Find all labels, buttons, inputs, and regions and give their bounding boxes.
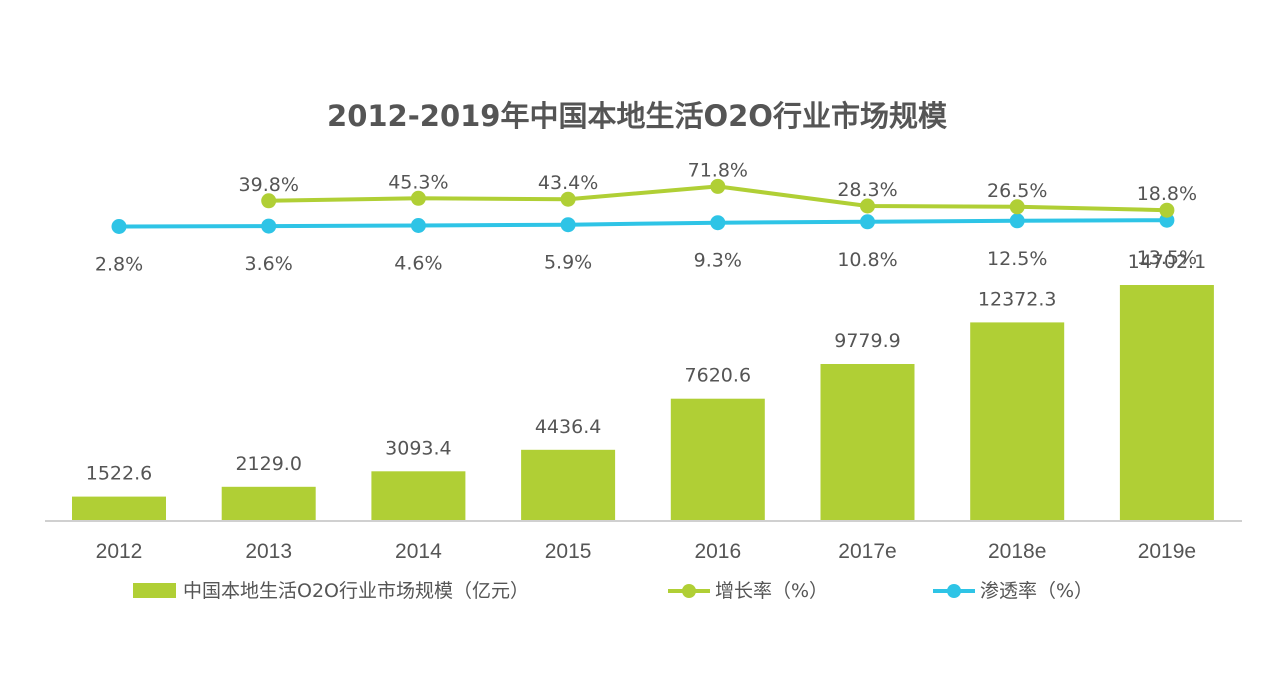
x-tick-label-2018e: 2018e <box>988 540 1046 563</box>
growth-label-2017e: 28.3% <box>837 179 897 201</box>
penetration-point-2012 <box>111 219 127 234</box>
bar-value-label-2015: 4436.4 <box>535 416 601 438</box>
growth-point-2017e <box>860 198 875 214</box>
penetration-point-2016 <box>710 215 726 231</box>
x-tick-label-2017e: 2017e <box>838 540 896 563</box>
penetration-label-2015: 5.9% <box>544 252 592 274</box>
legend-item-market-size: 中国本地生活O2O行业市场规模（亿元） <box>133 580 529 602</box>
penetration-point-2015 <box>560 217 576 233</box>
legend-label-growth: 增长率（%） <box>715 580 828 602</box>
bar-2012 <box>72 496 166 521</box>
growth-point-2016 <box>710 178 726 194</box>
growth-point-2019e <box>1159 202 1175 218</box>
bar-2013 <box>221 486 316 521</box>
bar-2019e <box>1119 285 1214 521</box>
legend-label-market-size: 中国本地生活O2O行业市场规模（亿元） <box>183 580 529 602</box>
growth-label-2013: 39.8% <box>239 174 299 196</box>
bar-value-label-2014: 3093.4 <box>385 437 451 459</box>
legend-item-penetration: 渗透率（%） <box>933 580 1093 602</box>
penetration-label-2019e: 13.5% <box>1137 247 1197 269</box>
x-tick-label-2015: 2015 <box>545 540 592 563</box>
bar-2016 <box>670 398 765 521</box>
legend: 中国本地生活O2O行业市场规模（亿元） 增长率（%） 渗透率（%） <box>133 580 1093 602</box>
legend-marker-penetration <box>947 584 961 598</box>
penetration-label-2016: 9.3% <box>694 250 742 272</box>
growth-label-2014: 45.3% <box>388 171 448 193</box>
bar-2014 <box>371 471 466 521</box>
penetration-point-2017e <box>860 214 875 230</box>
bar-2017e <box>820 364 915 521</box>
x-tick-label-2014: 2014 <box>395 540 442 563</box>
chart-title: 2012-2019年中国本地生活O2O行业市场规模 <box>327 99 948 133</box>
bar-value-label-2018e: 12372.3 <box>978 288 1057 310</box>
penetration-point-2014 <box>410 218 426 233</box>
growth-point-2014 <box>410 190 426 206</box>
x-tick-label-2019e: 2019e <box>1138 540 1196 563</box>
x-tick-label-2013: 2013 <box>245 540 292 563</box>
growth-point-2018e <box>1009 199 1025 215</box>
penetration-point-2013 <box>261 218 277 234</box>
legend-item-growth: 增长率（%） <box>668 580 828 602</box>
x-tick-label-2012: 2012 <box>96 540 143 563</box>
penetration-label-2012: 2.8% <box>95 254 143 276</box>
bar-value-label-2012: 1522.6 <box>86 463 152 485</box>
penetration-label-2013: 3.6% <box>245 253 293 275</box>
legend-marker-growth <box>682 584 696 598</box>
bars-layer: 1522.6 2129.0 3093.4 4436.4 7620.6 9779.9 1237… <box>72 251 1214 521</box>
growth-point-2013 <box>261 193 277 209</box>
x-tick-label-2016: 2016 <box>694 540 741 563</box>
x-tick-labels: 2012 2013 2014 2015 2016 2017e 2018e 2019e <box>96 540 1196 563</box>
growth-point-2015 <box>560 191 576 207</box>
bar-value-label-2019e: 14702.1 <box>1128 251 1207 273</box>
legend-label-penetration: 渗透率（%） <box>980 580 1093 602</box>
penetration-label-2017e: 10.8% <box>837 249 897 271</box>
bar-value-label-2013: 2129.0 <box>235 453 301 475</box>
legend-swatch-market-size <box>133 583 176 598</box>
bar-2015 <box>521 449 616 521</box>
penetration-label-2014: 4.6% <box>394 253 442 275</box>
bar-value-label-2017e: 9779.9 <box>834 330 900 352</box>
growth-label-2019e: 18.8% <box>1137 183 1197 205</box>
growth-label-2016: 71.8% <box>688 159 748 181</box>
penetration-rate-line: 2.8% 3.6% 4.6% 5.9% 9.3% 10.8% 12.5% 13.5% <box>95 212 1197 276</box>
penetration-label-2018e: 12.5% <box>987 248 1047 270</box>
bar-2018e <box>970 322 1065 521</box>
growth-label-2015: 43.4% <box>538 172 598 194</box>
penetration-line-path <box>118 218 1167 229</box>
penetration-point-2018e <box>1009 213 1025 229</box>
bar-value-label-2016: 7620.6 <box>685 365 751 387</box>
growth-rate-line: 39.8% 45.3% 43.4% 71.8% 28.3% 26.5% 18.8% <box>239 159 1197 218</box>
growth-label-2018e: 26.5% <box>987 180 1047 202</box>
